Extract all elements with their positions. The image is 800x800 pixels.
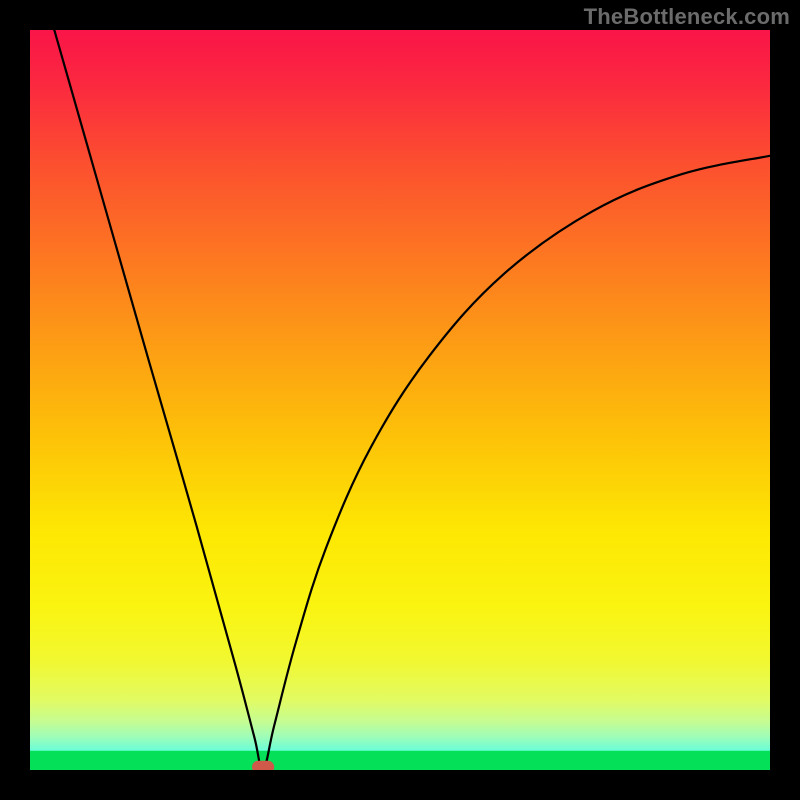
green-baseline-band xyxy=(30,751,770,770)
minimum-marker xyxy=(252,761,274,774)
gradient-background xyxy=(30,30,770,770)
chart-frame: TheBottleneck.com xyxy=(0,0,800,800)
bottleneck-plot xyxy=(0,0,800,800)
watermark-text: TheBottleneck.com xyxy=(584,4,790,30)
